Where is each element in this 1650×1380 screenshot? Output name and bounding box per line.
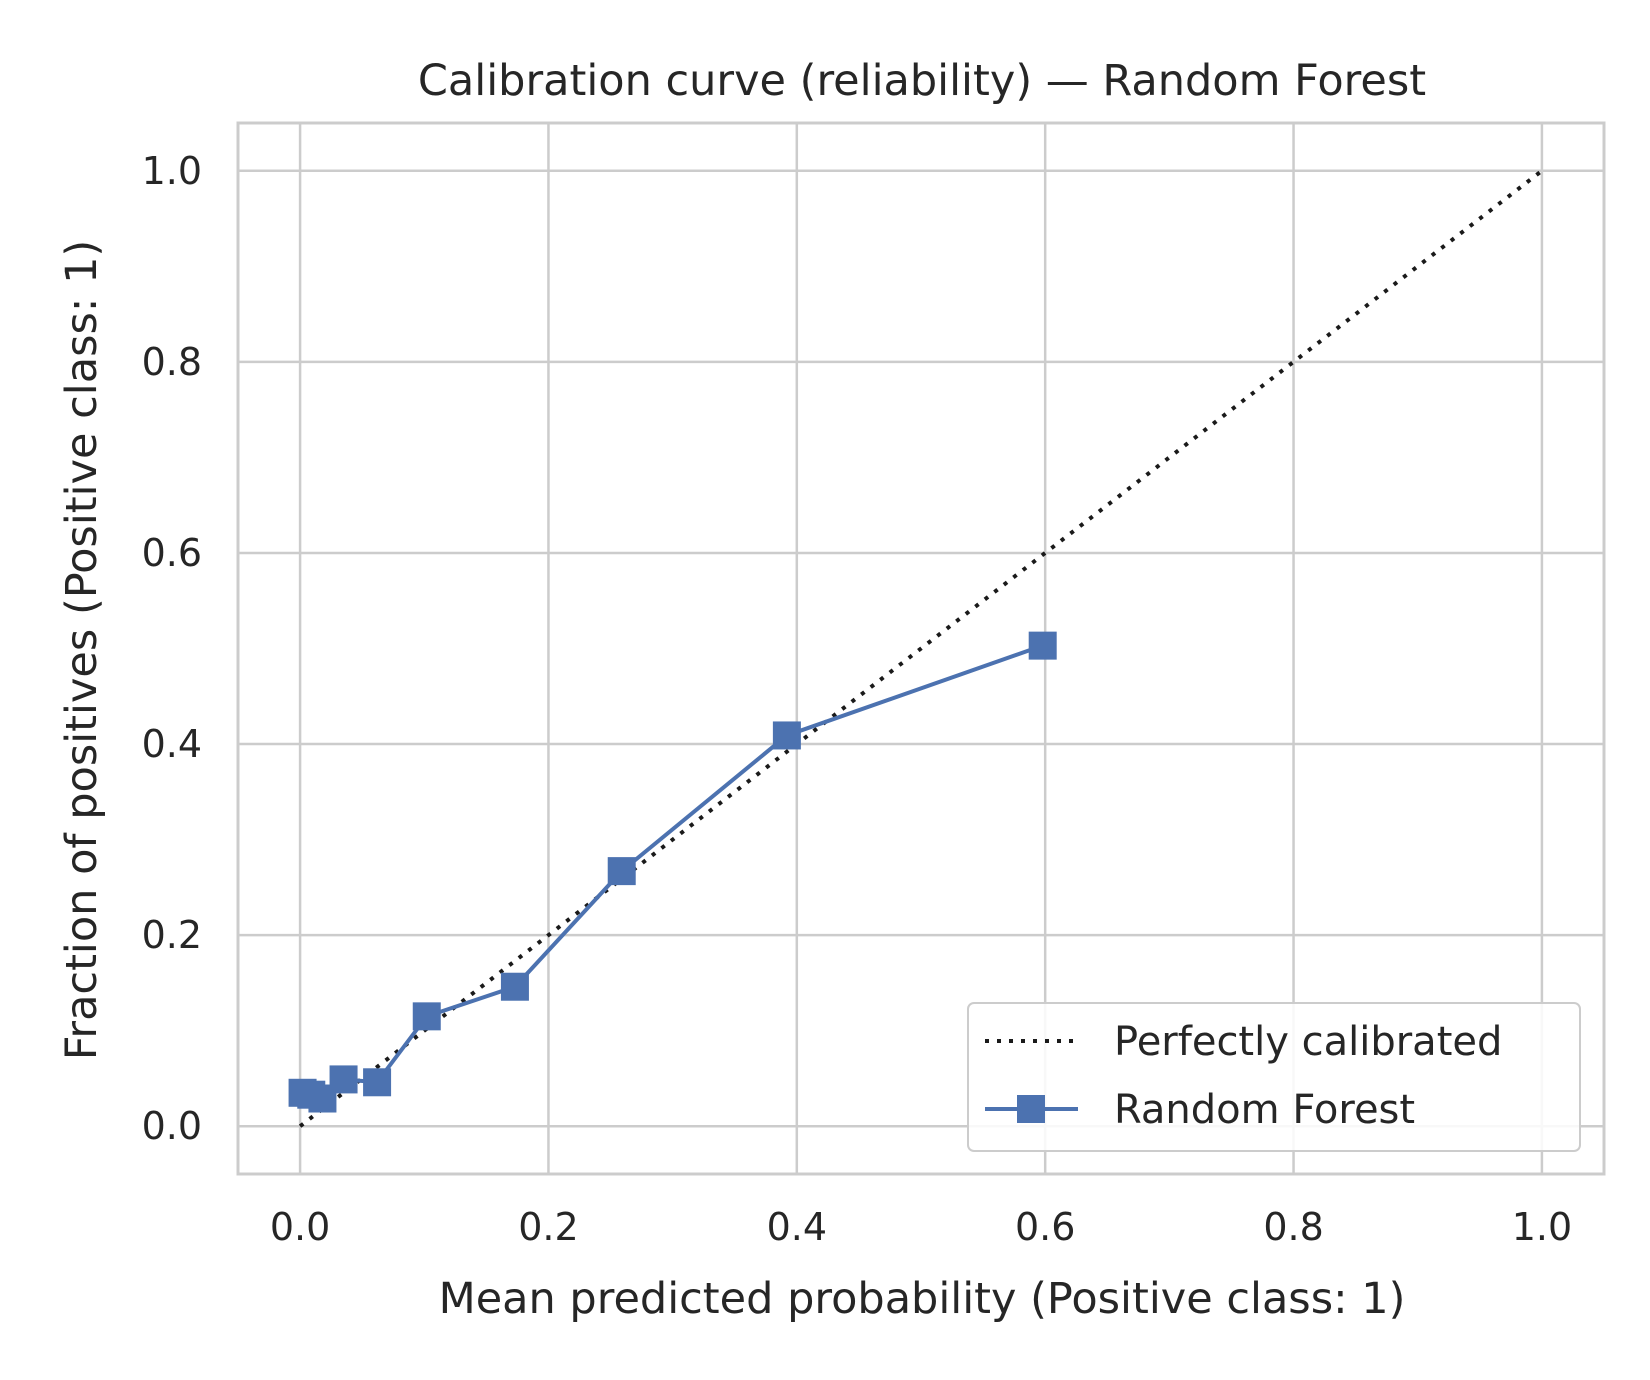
y-tick-label: 0.0 xyxy=(142,1104,202,1148)
tick-labels: 0.0 0.2 0.4 0.6 0.8 1.0 0.0 0.2 0.4 0.6 0.8 1.0 xyxy=(142,149,1573,1249)
x-tick-label: 0.4 xyxy=(767,1205,827,1249)
random-forest-point xyxy=(1028,631,1057,660)
perfectly-calibrated-line xyxy=(298,169,1544,1128)
y-tick-label: 0.4 xyxy=(142,722,202,766)
random-forest-point xyxy=(363,1068,392,1097)
x-tick-label: 1.0 xyxy=(1512,1205,1572,1249)
y-tick-label: 0.8 xyxy=(142,340,202,384)
random-forest-point xyxy=(772,721,801,750)
chart-title: Calibration curve (reliability) — Random… xyxy=(418,56,1426,106)
plot-frame xyxy=(236,121,1606,1176)
legend-marker-random-forest xyxy=(1017,1095,1045,1123)
random-forest-point xyxy=(607,857,636,886)
series-layer xyxy=(288,169,1544,1128)
random-forest-point xyxy=(500,972,529,1001)
y-axis-title: Fraction of positives (Positive class: 1… xyxy=(57,240,107,1060)
x-tick-label: 0.0 xyxy=(270,1205,330,1249)
y-tick-label: 0.2 xyxy=(142,913,202,957)
legend-label-random-forest: Random Forest xyxy=(1114,1087,1415,1133)
random-forest-point xyxy=(412,1002,441,1031)
legend: Perfectly calibrated Random Forest xyxy=(967,1002,1581,1152)
grid-lines xyxy=(238,123,1604,1174)
x-axis-title: Mean predicted probability (Positive cla… xyxy=(439,1274,1406,1324)
y-tick-label: 0.6 xyxy=(142,531,202,575)
legend-label-perfectly-calibrated: Perfectly calibrated xyxy=(1114,1019,1502,1065)
y-tick-label: 1.0 xyxy=(142,149,202,193)
legend-box xyxy=(967,1002,1581,1152)
random-forest-point xyxy=(329,1065,358,1094)
x-tick-label: 0.2 xyxy=(518,1205,578,1249)
x-tick-label: 0.6 xyxy=(1015,1205,1075,1249)
x-tick-label: 0.8 xyxy=(1263,1205,1323,1249)
